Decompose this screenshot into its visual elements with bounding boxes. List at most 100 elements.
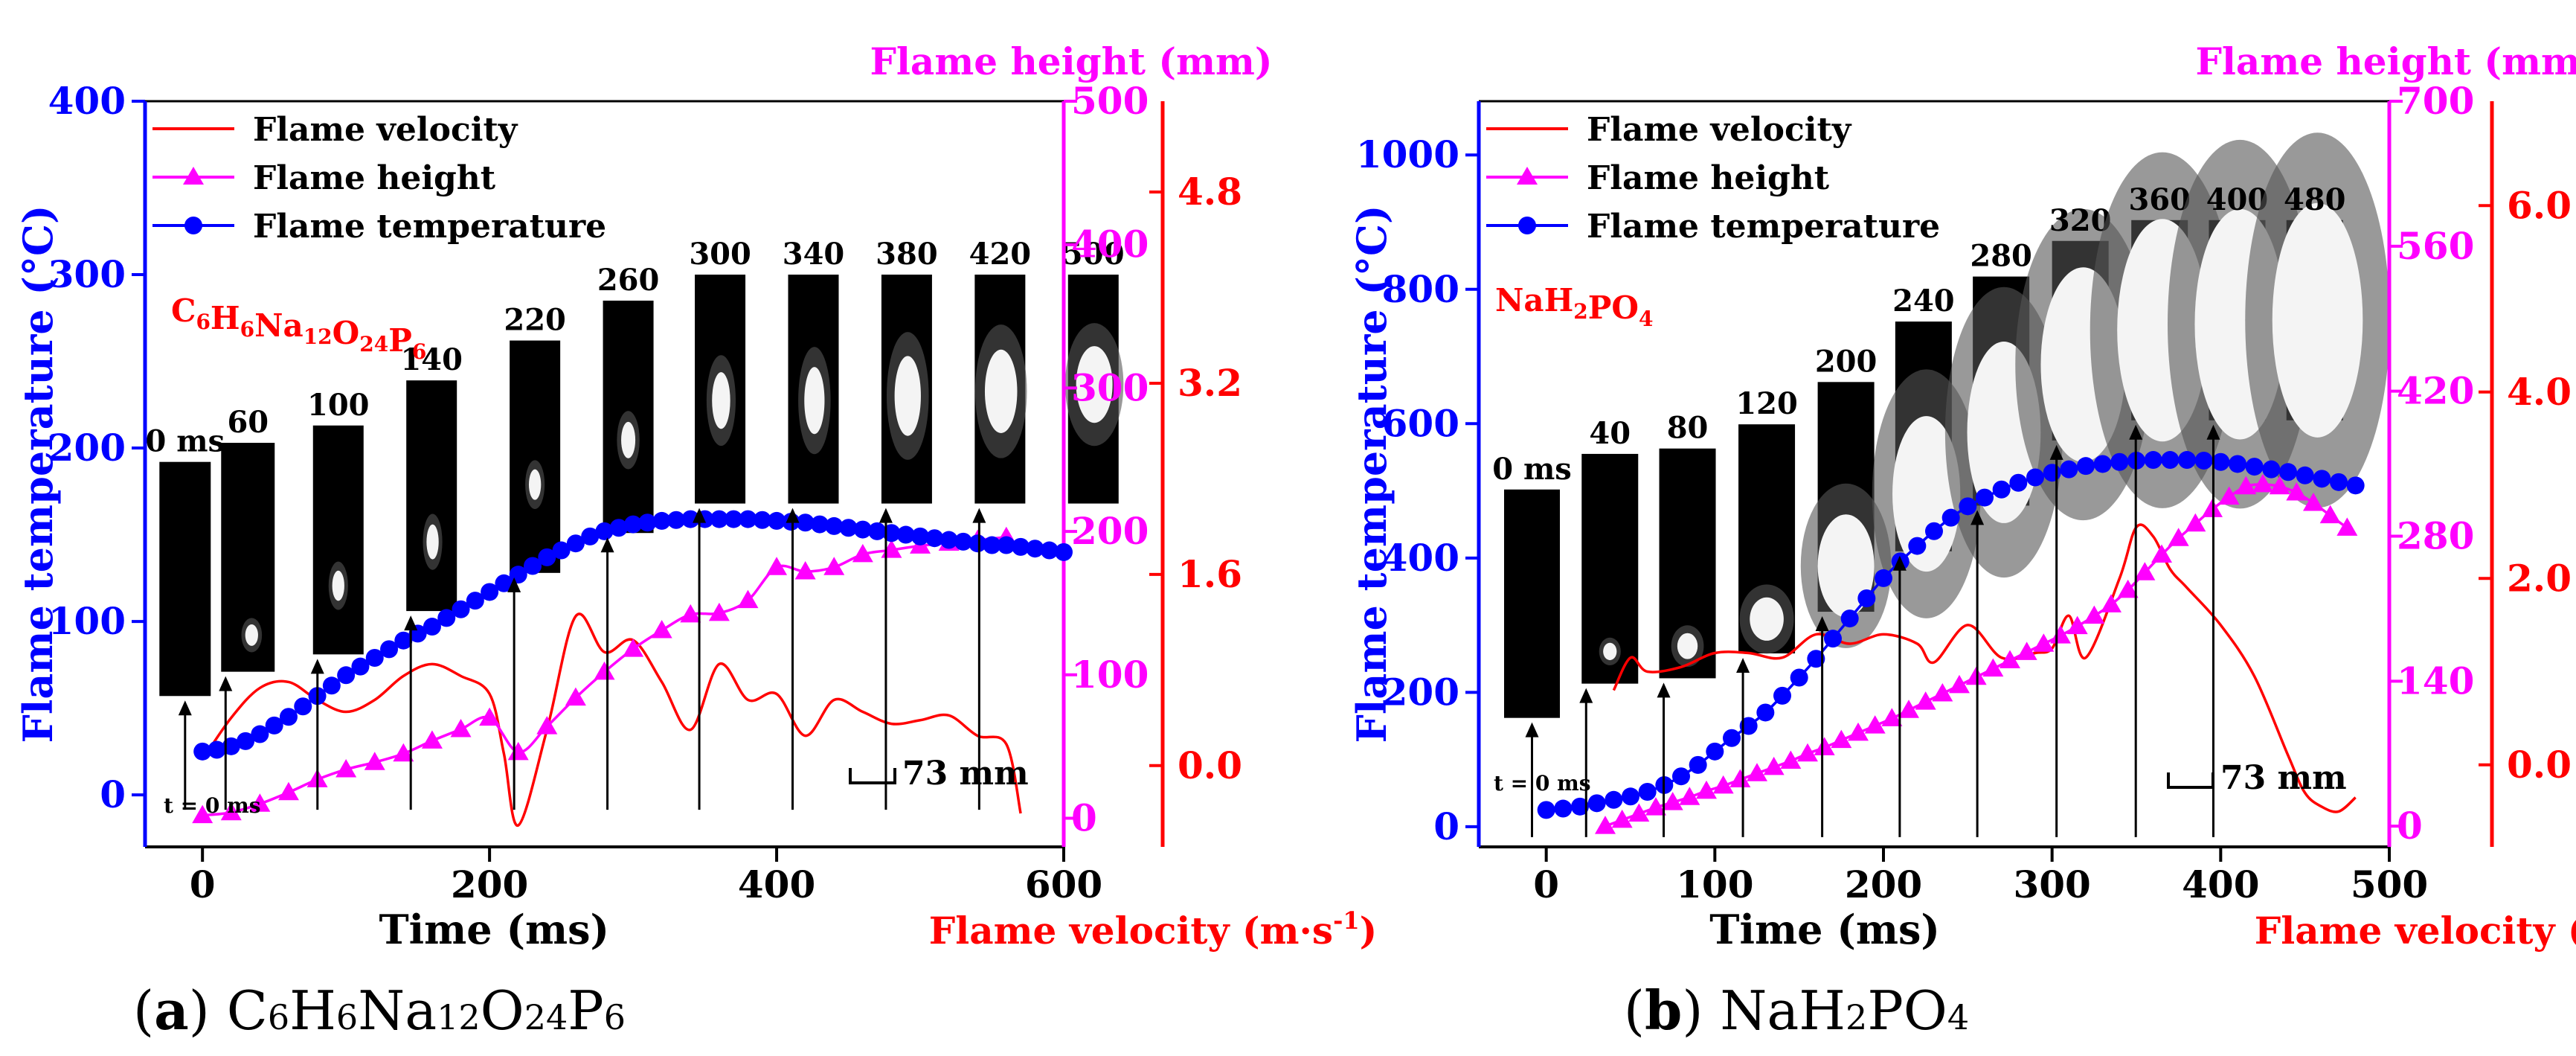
temperature-marker-7 xyxy=(294,697,312,716)
temperature-marker-25 xyxy=(552,541,571,560)
arrow-head-0 xyxy=(178,700,192,716)
frame-label-0: 0 ms xyxy=(1492,452,1572,487)
height-marker-14 xyxy=(594,661,615,680)
height-marker-0 xyxy=(1595,816,1616,834)
temperature-marker-27 xyxy=(581,527,600,545)
scale-bar: 73 mm xyxy=(849,755,1029,793)
flame-blob-4 xyxy=(528,469,542,500)
frame-label-3: 120 xyxy=(1735,386,1798,421)
arrow-head-1 xyxy=(1579,688,1593,703)
chart-panel-b: 0 ms 40 80 120 200 240 280 320 360 400 480 0 100 200 3… xyxy=(1348,39,2576,1042)
flame-blob-5 xyxy=(621,421,636,458)
arrow-head-8 xyxy=(879,508,893,523)
frame-label-8: 380 xyxy=(876,237,938,272)
flame-frame-0 xyxy=(1504,489,1560,718)
height-marker-26 xyxy=(2033,633,2055,652)
height-tick-label-3: 420 xyxy=(2397,369,2474,413)
legend: Flame velocity Flame height Flame temperat… xyxy=(152,111,606,246)
height-marker-5 xyxy=(1679,787,1700,805)
frame-label-5: 240 xyxy=(1892,284,1955,319)
temperature-marker-16 xyxy=(423,618,441,636)
x-tick-label-2: 400 xyxy=(738,863,815,906)
temperature-marker-12 xyxy=(365,649,384,668)
scale-bar-label: 73 mm xyxy=(902,755,1029,793)
frame-label-6: 280 xyxy=(1970,239,2032,274)
temperature-marker-13 xyxy=(1756,703,1775,722)
temp-tick-label-0: 0 xyxy=(1433,804,1459,848)
temperature-marker-42 xyxy=(2245,458,2264,476)
frame-arrows xyxy=(1525,424,2220,837)
height-tick-label-2: 200 xyxy=(1071,509,1149,553)
height-marker-37 xyxy=(2218,486,2240,505)
arrow-head-1 xyxy=(219,676,233,691)
height-marker-10 xyxy=(1763,756,1785,775)
temperature-marker-54 xyxy=(969,534,987,553)
flame-image-frames: 0 ms 40 80 120 200 240 280 320 360 400 480 xyxy=(1492,132,2390,718)
frame-label-9: 420 xyxy=(969,237,1032,272)
inner-formula-label: C6H6Na12O24P6 xyxy=(171,292,426,364)
scale-bar: 73 mm xyxy=(2167,759,2347,797)
x-tick-label-4: 400 xyxy=(2182,863,2259,906)
y-axis-label-height: Flame height (mm) xyxy=(870,39,1272,83)
temperature-marker-2 xyxy=(222,737,240,755)
x-tick-label-1: 100 xyxy=(1676,863,1753,906)
height-marker-3 xyxy=(1645,797,1666,816)
temperature-marker-26 xyxy=(566,534,585,553)
flame-blob-2 xyxy=(332,570,344,601)
y-axis-label-temperature: Flame temperature (°C) xyxy=(1348,205,1395,743)
temperature-marker-6 xyxy=(1638,782,1657,801)
height-marker-32 xyxy=(2134,562,2156,580)
temperature-marker-55 xyxy=(983,536,1001,554)
legend-label-2: Flame temperature xyxy=(253,208,606,246)
x-tick-label-2: 200 xyxy=(1845,863,1922,906)
flame-blob-5 xyxy=(1892,416,1961,572)
height-tick-label-5: 500 xyxy=(1071,79,1149,123)
frame-label-6: 300 xyxy=(689,237,751,272)
temperature-marker-2 xyxy=(1571,797,1589,816)
scale-bar-bracket xyxy=(849,768,896,784)
legend-label-1: Flame height xyxy=(1587,159,1830,197)
arrow-head-3 xyxy=(1736,658,1750,673)
temperature-marker-49 xyxy=(896,525,915,544)
height-marker-21 xyxy=(1949,674,1970,694)
height-marker-41 xyxy=(2286,482,2307,501)
scale-bar-bracket xyxy=(2167,772,2214,789)
t0-label: t = 0 ms xyxy=(164,793,261,818)
height-marker-18 xyxy=(708,602,730,621)
temperature-marker-59 xyxy=(1040,541,1059,560)
height-tick-label-3: 300 xyxy=(1071,365,1149,409)
y-axis-label-temperature: Flame temperature (°C) xyxy=(14,205,62,743)
temp-tick-label-4: 400 xyxy=(48,79,126,123)
arrow-head-2 xyxy=(310,659,324,674)
temperature-marker-20 xyxy=(1875,569,1892,587)
velocity-tick-label-1: 1.6 xyxy=(1178,552,1242,596)
frame-label-7: 320 xyxy=(2049,203,2112,238)
temperature-marker-16 xyxy=(1807,650,1825,668)
height-marker-21 xyxy=(794,561,816,580)
height-marker-20 xyxy=(766,557,788,575)
temperature-marker-23 xyxy=(1925,522,1943,540)
arrow-head-7 xyxy=(2049,444,2063,460)
temperature-marker-5 xyxy=(1622,787,1639,806)
velocity-tick-label-2: 4.0 xyxy=(2507,370,2572,414)
temperature-marker-44 xyxy=(2279,463,2297,481)
temperature-marker-20 xyxy=(481,583,499,601)
temperature-marker-17 xyxy=(1824,630,1842,648)
temperature-marker-4 xyxy=(251,725,269,743)
temperature-marker-43 xyxy=(810,515,829,534)
height-marker-30 xyxy=(2101,594,2121,612)
temperature-marker-33 xyxy=(667,511,685,529)
height-marker-44 xyxy=(2336,517,2358,536)
height-marker-8 xyxy=(421,730,443,749)
frame-label-8: 360 xyxy=(2128,182,2191,217)
scale-bar-label: 73 mm xyxy=(2220,759,2347,797)
temperature-marker-1 xyxy=(208,740,226,759)
temperature-marker-56 xyxy=(997,536,1015,554)
legend: Flame velocity Flame height Flame temperat… xyxy=(1486,111,1940,246)
flame-blob-10 xyxy=(2272,202,2363,438)
height-marker-16 xyxy=(1864,715,1886,734)
height-marker-39 xyxy=(2252,473,2273,493)
temperature-marker-47 xyxy=(2330,473,2348,491)
temperature-marker-30 xyxy=(624,515,643,534)
